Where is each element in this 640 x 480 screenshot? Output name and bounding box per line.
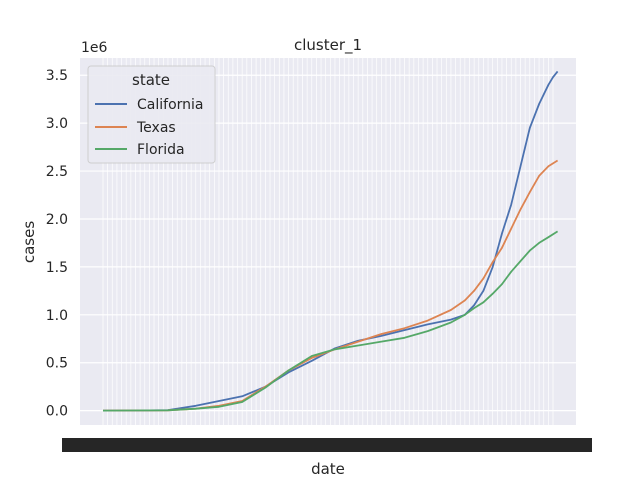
legend-title: state — [132, 71, 170, 89]
series-line-florida — [102, 230, 559, 412]
y-axis-label: cases — [20, 221, 38, 263]
y-tick-label: 3.5 — [46, 68, 68, 84]
y-tick-label: 3.0 — [46, 116, 68, 132]
x-tick-labels-overlap — [62, 438, 592, 452]
chart-title: cluster_1 — [294, 36, 362, 55]
y-tick-labels: 0.0 0.5 1.0 1.5 2.0 2.5 3.0 3.5 — [46, 68, 68, 419]
series-line-california — [102, 70, 559, 412]
legend-box — [87, 65, 216, 164]
series-lines — [102, 70, 559, 412]
y-tick-label: 1.0 — [46, 308, 68, 324]
y-offset-label: 1e6 — [81, 40, 108, 56]
legend: state California Texas Florida — [87, 65, 216, 164]
y-tick-label: 2.0 — [46, 212, 68, 228]
legend-label-california: California — [137, 97, 203, 113]
legend-label-texas: Texas — [136, 120, 176, 136]
y-tick-label: 0.0 — [46, 404, 68, 420]
legend-label-florida: Florida — [137, 142, 185, 158]
y-tick-label: 1.5 — [46, 260, 68, 276]
y-tick-label: 0.5 — [46, 356, 68, 372]
y-tick-label: 2.5 — [46, 164, 68, 180]
x-axis-label: date — [311, 460, 345, 478]
